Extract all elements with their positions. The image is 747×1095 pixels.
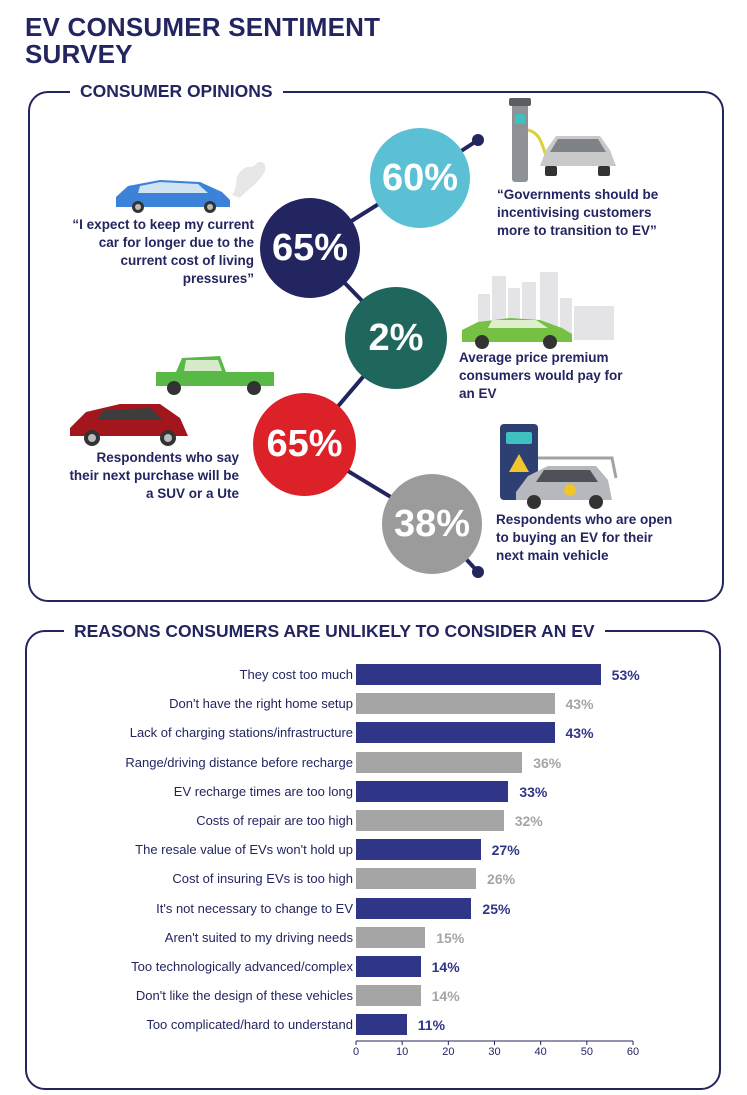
bar-label: Aren't suited to my driving needs (164, 929, 353, 945)
bar-label: Costs of repair are too high (196, 813, 353, 828)
connector-dot-top (472, 134, 484, 146)
bar (356, 985, 421, 1007)
x-tick-label: 40 (534, 1046, 547, 1058)
bar-value-label: 14% (431, 959, 460, 975)
red-car-icon (70, 404, 188, 446)
green-car-icon (462, 318, 572, 349)
x-tick-label: 0 (352, 1046, 360, 1058)
bar-value-label: 27% (491, 842, 520, 859)
page-title: EV CONSUMER SENTIMENT SURVEY (25, 12, 381, 69)
bar (356, 956, 421, 977)
bar-value-label: 33% (519, 783, 548, 800)
silver-car-icon (540, 136, 616, 176)
bar-label: Too technologically advanced/complex (131, 959, 353, 974)
bar (356, 780, 509, 802)
bar (356, 722, 555, 744)
stat-circle-keep-car: 65% (260, 198, 360, 298)
green-ute-icon (156, 356, 274, 395)
stat-circle-suv-ute: 65% (253, 393, 356, 496)
bar-label: The resale value of EVs won't hold up (135, 842, 353, 858)
bar-value-label: 32% (514, 813, 543, 829)
bar-label: Too complicated/hard to understand (146, 1017, 353, 1033)
bar-label: It's not necessary to change to EV (156, 900, 353, 916)
bar (356, 751, 523, 773)
connector-dot-bottom (472, 566, 484, 578)
consumer-opinions-title: CONSUMER OPINIONS (70, 81, 283, 101)
bar (356, 839, 481, 861)
bar (356, 1014, 407, 1036)
x-tick-label: 50 (580, 1046, 593, 1058)
bar-label: Don't have the right home setup (169, 696, 353, 712)
stat-circle-open-to-ev: 38% (382, 474, 482, 574)
bar-value-label: 15% (436, 929, 465, 946)
x-tick-label: 30 (488, 1046, 501, 1058)
bar (356, 810, 504, 831)
blue-car-icon (116, 161, 266, 213)
bar-value-label: 25% (482, 900, 511, 917)
x-tick-label: 60 (626, 1046, 640, 1058)
bar-label: Lack of charging stations/infrastructure (129, 725, 353, 741)
caption-incentives: “Governments should be incentivising cus… (497, 187, 659, 238)
bar-value-label: 11% (417, 1017, 446, 1034)
bar-label: Range/driving distance before recharge (125, 754, 353, 770)
bar-label: Cost of insuring EVs is too high (172, 871, 353, 887)
bar (356, 693, 555, 715)
bar (356, 897, 472, 919)
x-tick-label: 20 (442, 1046, 455, 1058)
bar (356, 868, 477, 890)
stat-circle-price-premium: 2% (345, 287, 447, 389)
consumer-opinions-panel (28, 91, 724, 602)
bar-value-label: 14% (431, 988, 460, 1005)
caption-price-premium: Average price premium consumers would pa… (459, 350, 623, 401)
bar-value-label: 43% (565, 725, 594, 742)
gray-ev-car-icon (516, 466, 612, 509)
stat-circle-incentives: 60% (370, 128, 470, 228)
bar-value-label: 43% (565, 696, 594, 713)
bar-label: EV recharge times are too long (173, 783, 353, 799)
bar-label: Don't like the design of these vehicles (135, 988, 353, 1004)
caption-open-to-ev: Respondents who are open to buying an EV… (496, 512, 673, 563)
x-tick-label: 10 (396, 1046, 409, 1058)
bar (356, 664, 601, 685)
bar-value-label: 26% (487, 871, 516, 888)
bar-value-label: 53% (611, 667, 640, 683)
bar (356, 926, 426, 948)
chart-title: REASONS CONSUMERS ARE UNLIKELY TO CONSID… (64, 621, 605, 641)
caption-keep-car: “I expect to keep my current car for lon… (72, 217, 254, 286)
caption-suv-ute: Respondents who say their next purchase … (69, 450, 239, 501)
bar-label: They cost too much (239, 667, 353, 682)
bar-value-label: 36% (533, 754, 562, 771)
